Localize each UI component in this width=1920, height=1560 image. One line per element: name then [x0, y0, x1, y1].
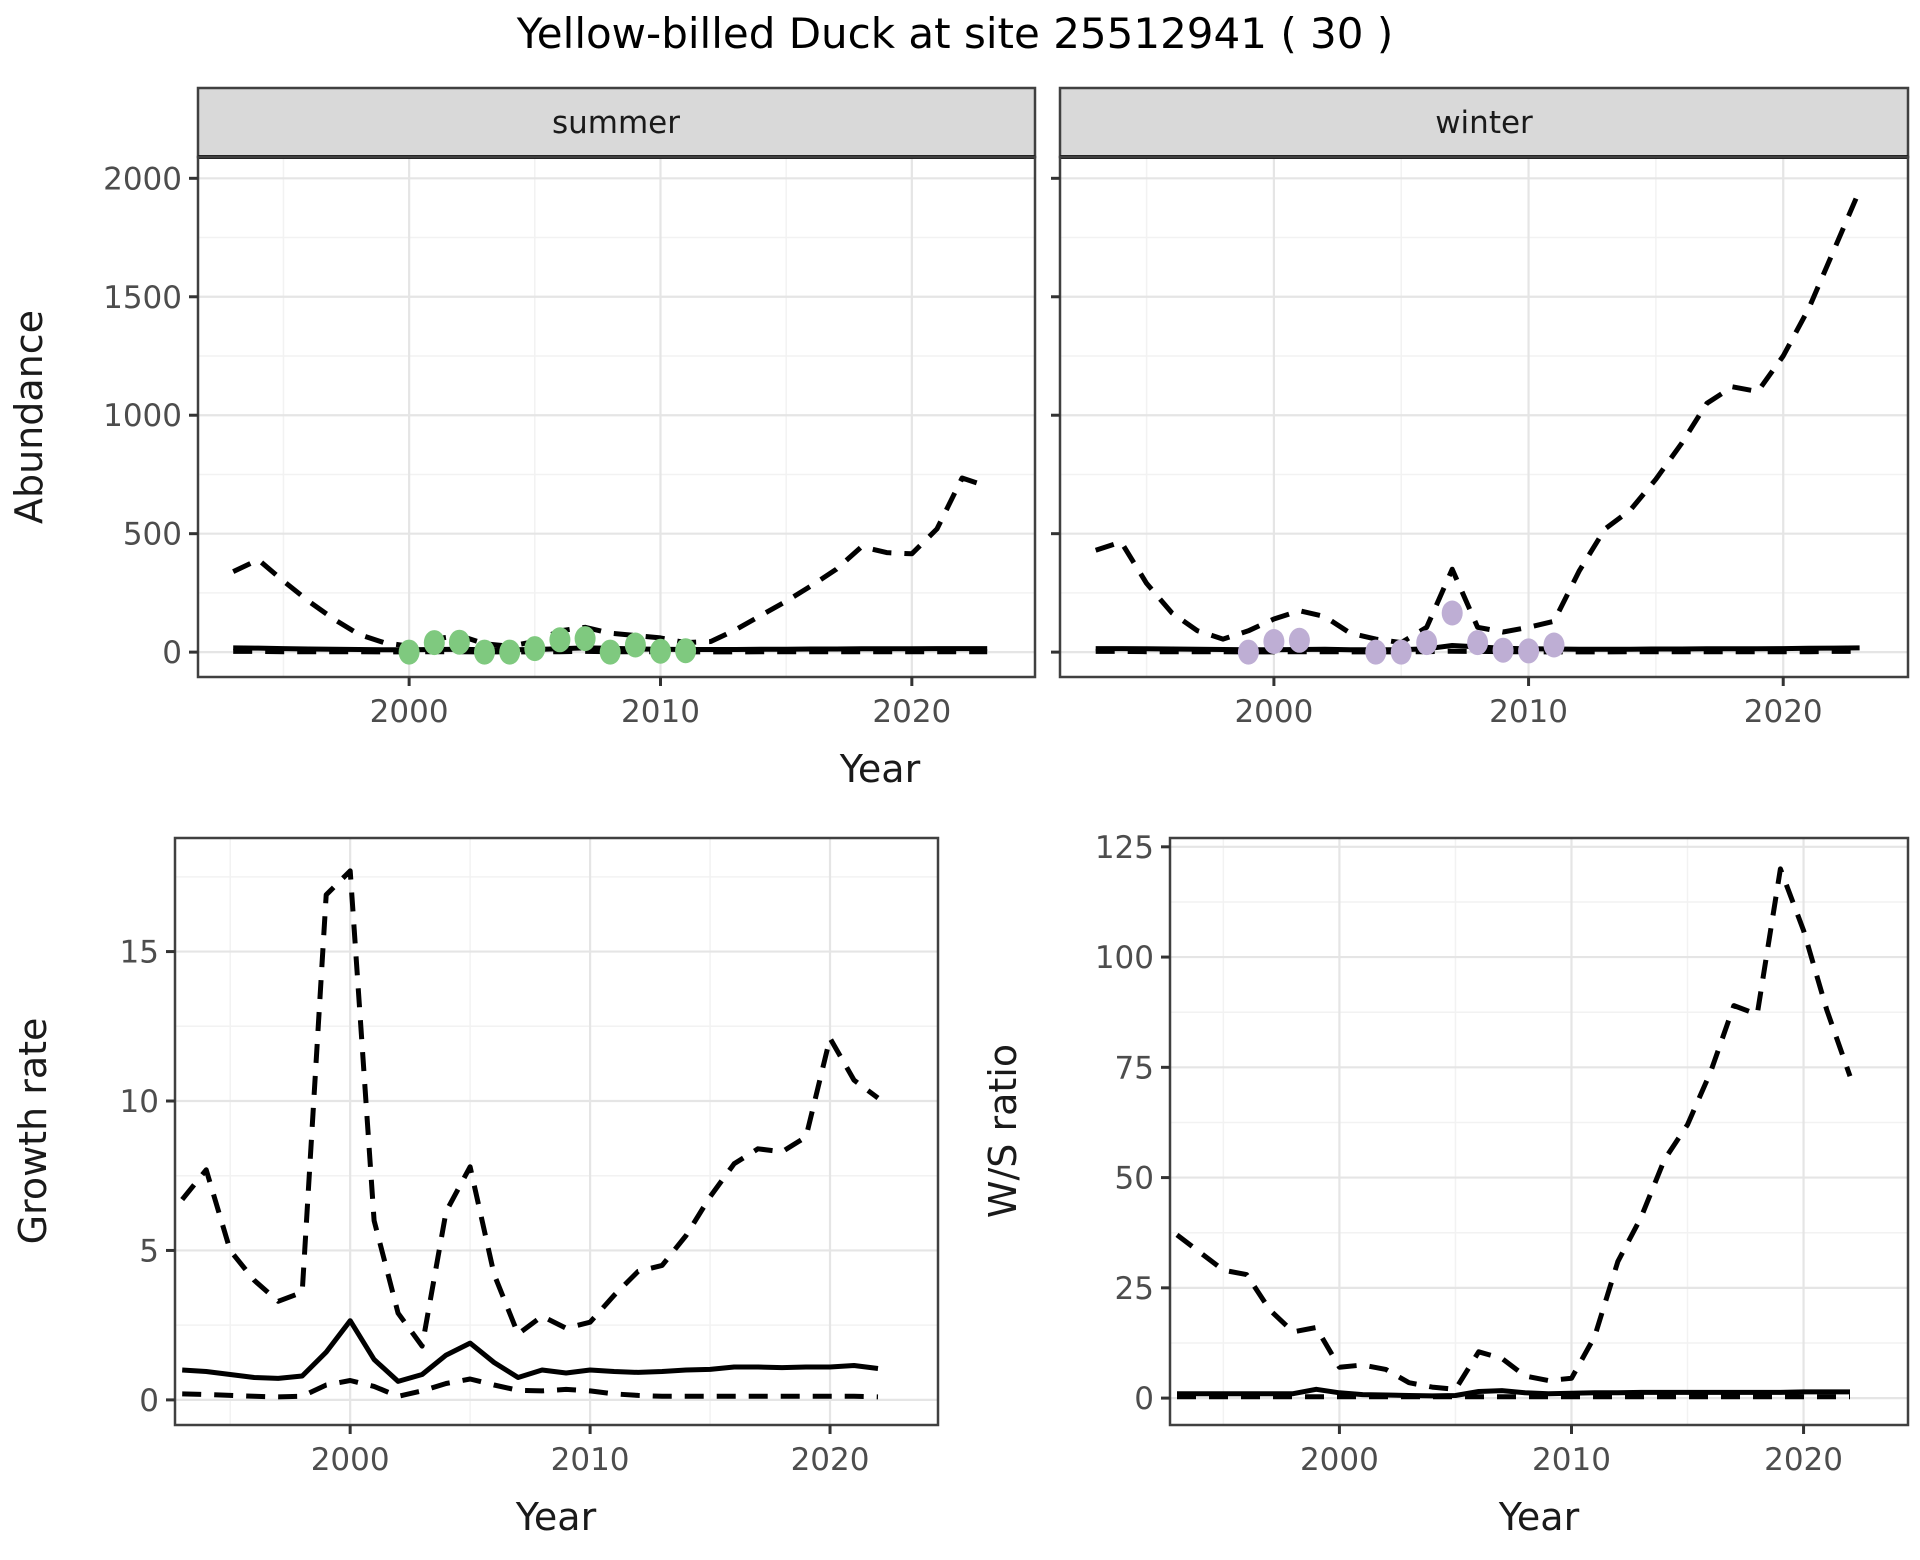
observed-summer-counts-point [675, 638, 697, 664]
observed-winter-counts-point [1543, 632, 1565, 658]
x-tick-label: 2020 [872, 694, 951, 730]
y-tick-label: 5 [139, 1233, 159, 1269]
panel-border [1058, 155, 1910, 679]
y-tick-label: 25 [1115, 1271, 1154, 1307]
observed-winter-counts-point [1441, 600, 1463, 626]
panel-background [1060, 157, 1908, 677]
panel-border [173, 836, 940, 1427]
observed-summer-counts-point [524, 636, 546, 662]
observed-summer-counts-point [624, 632, 646, 658]
y-tick-label: 0 [139, 1383, 159, 1419]
panel-growth_rate: 2000 2010 2020 0 5 10 15 [120, 836, 940, 1478]
observed-winter-counts-point [1365, 639, 1387, 665]
panel-abundance_summer: 2000 2010 2020 0 500 1000 1500 2000 [103, 86, 1037, 730]
x-axis-title-top: Year [839, 747, 921, 791]
x-tick-label: 2010 [1532, 1442, 1611, 1478]
observed-winter-counts-point [1492, 637, 1514, 663]
x-tick-label: 2000 [370, 694, 449, 730]
panel-border [1168, 836, 1910, 1427]
x-tick-label: 2010 [621, 694, 700, 730]
y-tick-label: 125 [1095, 830, 1154, 866]
abundance_winter-upper_95ci-line [1094, 189, 1862, 646]
observed-winter-counts-point [1263, 629, 1285, 654]
x-tick-label: 2010 [1489, 694, 1568, 730]
observed-summer-counts-point [499, 639, 521, 665]
panel-background [175, 838, 938, 1425]
growth_rate-lower_95ci-line [182, 1376, 879, 1400]
observed-winter-counts-point [1416, 630, 1438, 656]
chart-title: Yellow-billed Duck at site 25512941 ( 30… [516, 9, 1394, 58]
observed-summer-counts-point [474, 639, 495, 665]
observed-winter-counts-point [1237, 639, 1259, 665]
ws_ratio-median-line [1177, 1386, 1850, 1399]
y-axis-title-ws-ratio: W/S ratio [981, 1044, 1025, 1218]
observed-winter-counts-point [1390, 639, 1412, 665]
observed-summer-counts-point [599, 639, 621, 665]
y-tick-label: 0 [162, 635, 182, 671]
panel-background [1170, 838, 1908, 1425]
panel-border [196, 155, 1037, 679]
y-tick-label: 1500 [103, 280, 182, 316]
facet-strip-label-winter: winter [1435, 105, 1533, 141]
facet-strip-label-summer: summer [552, 105, 680, 141]
panel-ws_ratio: 2000 2010 2020 0 25 50 75 100 125 [1095, 830, 1910, 1478]
growth_rate-upper_95ci-line [180, 868, 880, 1349]
x-tick-label: 2000 [1300, 1442, 1379, 1478]
observed-summer-counts-point [398, 639, 420, 665]
x-tick-label: 2020 [1764, 1442, 1843, 1478]
y-tick-label: 0 [1134, 1381, 1154, 1417]
facet-strip [1058, 86, 1910, 159]
x-tick-label: 2020 [1744, 694, 1823, 730]
y-axis-title-abundance: Abundance [7, 310, 51, 524]
y-tick-label: 500 [123, 517, 182, 553]
observed-summer-counts-point [423, 630, 445, 656]
y-tick-label: 75 [1115, 1050, 1154, 1086]
observed-winter-counts-point [1467, 630, 1489, 656]
y-tick-label: 1000 [103, 398, 182, 434]
x-axis-title-ws-ratio: Year [1498, 1495, 1580, 1539]
y-tick-label: 10 [120, 1084, 159, 1120]
observed-summer-counts-point [549, 627, 571, 653]
observed-summer-counts-point [448, 629, 470, 655]
x-axis-title-growth-rate: Year [515, 1495, 597, 1539]
panel-abundance_winter: 2000 2010 2020 [1051, 86, 1910, 730]
observed-winter-counts-point [1518, 638, 1540, 664]
x-tick-label: 2020 [791, 1442, 870, 1478]
panel-background [198, 157, 1035, 677]
y-axis-title-growth-rate: Growth rate [11, 1018, 55, 1245]
y-tick-label: 50 [1115, 1161, 1154, 1197]
x-tick-label: 2000 [311, 1442, 390, 1478]
x-tick-label: 2000 [1234, 694, 1313, 730]
y-tick-label: 100 [1095, 940, 1154, 976]
observed-summer-counts-point [650, 638, 671, 664]
observed-summer-counts-point [574, 626, 596, 652]
growth_rate-median-line [182, 1318, 879, 1384]
y-tick-label: 2000 [103, 161, 182, 197]
ws_ratio-upper_95ci-line [1175, 866, 1853, 1392]
observed-winter-counts-point [1288, 627, 1310, 653]
x-tick-label: 2010 [551, 1442, 630, 1478]
y-tick-label: 15 [120, 935, 159, 971]
